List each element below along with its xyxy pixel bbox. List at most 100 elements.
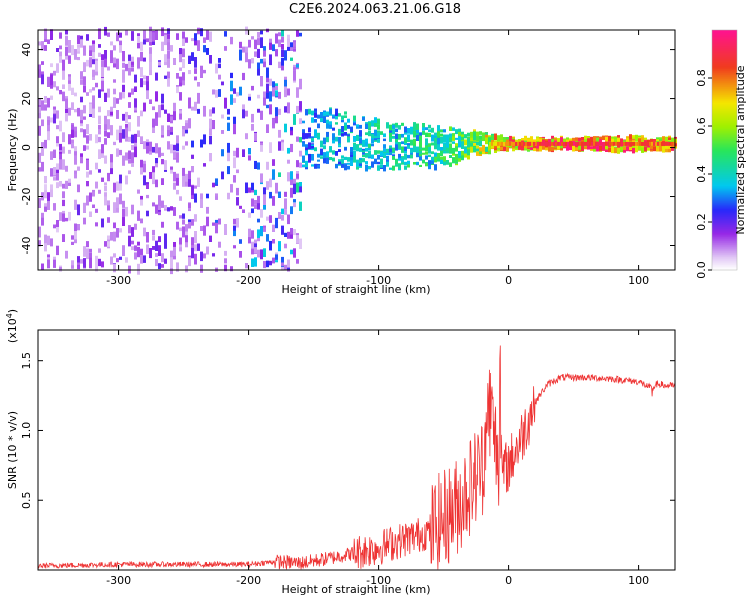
heatmap-cell — [590, 146, 593, 149]
heatmap-cell — [251, 198, 254, 207]
colorbar-step — [712, 78, 737, 81]
heatmap-cell — [239, 239, 242, 244]
heatmap-cell — [401, 146, 404, 153]
heatmap-cell — [95, 82, 98, 88]
heatmap-cell — [380, 151, 383, 157]
heatmap-cell — [473, 142, 476, 146]
colorbar-step — [712, 254, 737, 257]
heatmap-cell — [143, 160, 146, 165]
heatmap-cell — [194, 253, 197, 265]
heatmap-cell — [299, 118, 302, 125]
heatmap-cell — [392, 129, 395, 135]
heatmap-cell — [62, 91, 65, 102]
heatmap-cell — [77, 204, 80, 216]
heatmap-cell — [47, 97, 50, 108]
heatmap-cell — [662, 136, 665, 142]
heatmap-cell — [284, 106, 287, 113]
heatmap-cell — [350, 131, 353, 134]
heatmap-cell — [512, 145, 515, 152]
heatmap-cell — [191, 191, 194, 199]
heatmap-cell — [41, 74, 44, 85]
heatmap-cell — [41, 147, 44, 156]
heatmap-cell — [50, 238, 53, 247]
heatmap-cell — [599, 139, 602, 145]
heatmap-cell — [140, 136, 143, 144]
heatmap-cell — [542, 143, 545, 150]
heatmap-cell — [536, 143, 539, 149]
colorbar-step — [712, 228, 737, 231]
heatmap-cell — [161, 200, 164, 208]
heatmap-cell — [422, 127, 425, 131]
colorbar-step — [712, 258, 737, 261]
heatmap-cell — [119, 125, 122, 133]
heatmap-cell — [470, 146, 473, 153]
heatmap-cell — [428, 143, 431, 147]
heatmap-cell — [419, 135, 422, 142]
heatmap-cell — [551, 141, 553, 146]
heatmap-cell — [161, 128, 164, 136]
heatmap-cell — [71, 265, 74, 269]
heatmap-cell — [296, 30, 299, 37]
heatmap-cell — [513, 141, 515, 146]
heatmap-cell — [227, 122, 230, 131]
heatmap-cell — [302, 141, 305, 144]
heatmap-cell — [56, 173, 59, 181]
heatmap-cell — [131, 134, 134, 144]
heatmap-cell — [185, 127, 188, 134]
heatmap-cell — [416, 123, 419, 130]
colorbar-label: Normalized spectral amplitude — [734, 65, 747, 234]
heatmap-cell — [479, 135, 482, 141]
colorbar-step — [712, 172, 737, 175]
heatmap-cell — [146, 232, 149, 243]
heatmap-cell — [362, 148, 365, 152]
colorbar-step — [712, 148, 737, 151]
heatmap-cell — [86, 249, 89, 255]
heatmap-cell — [92, 108, 95, 118]
heatmap-cell — [89, 170, 92, 175]
heatmap-cell — [335, 113, 338, 120]
heatmap-cell — [599, 141, 601, 146]
heatmap-cell — [233, 175, 236, 183]
heatmap-cell — [407, 143, 410, 148]
heatmap-cell — [149, 53, 152, 62]
heatmap-cell — [356, 126, 359, 129]
heatmap-cell — [254, 204, 257, 209]
heatmap-cell — [350, 126, 353, 132]
heatmap-cell — [278, 108, 281, 115]
heatmap-cell — [185, 265, 188, 273]
heatmap-cell — [566, 145, 569, 151]
heatmap-cell — [197, 40, 200, 51]
heatmap-cell — [236, 218, 239, 228]
heatmap-cell — [647, 144, 650, 148]
heatmap-cell — [272, 257, 275, 264]
heatmap-cell — [59, 90, 62, 95]
heatmap-cell — [65, 165, 68, 172]
heatmap-cell — [209, 153, 212, 162]
heatmap-cell — [362, 154, 365, 158]
heatmap-cell — [449, 143, 452, 150]
heatmap-cell — [416, 146, 419, 153]
heatmap-cell — [149, 39, 152, 43]
heatmap-cell — [404, 137, 407, 142]
heatmap-cell — [553, 141, 555, 146]
heatmap-cell — [458, 141, 461, 148]
heatmap-cell — [464, 150, 467, 154]
heatmap-cell — [113, 45, 116, 51]
heatmap-cell — [218, 218, 221, 225]
heatmap-cell — [224, 31, 227, 37]
heatmap-cell — [125, 137, 128, 142]
colorbar-step — [712, 58, 737, 61]
heatmap-cell — [251, 85, 254, 91]
heatmap-cell — [287, 214, 290, 225]
heatmap-cell — [329, 108, 332, 114]
heatmap-cell — [128, 115, 131, 120]
heatmap-cell — [254, 257, 257, 267]
heatmap-cell — [443, 150, 446, 154]
colorbar-step — [712, 80, 737, 83]
heatmap-cell — [551, 146, 554, 151]
heatmap-cell — [125, 30, 128, 36]
heatmap-cell — [458, 136, 461, 141]
heatmap-cell — [368, 127, 371, 130]
heatmap-cell — [131, 152, 134, 164]
heatmap-cell — [323, 152, 326, 159]
